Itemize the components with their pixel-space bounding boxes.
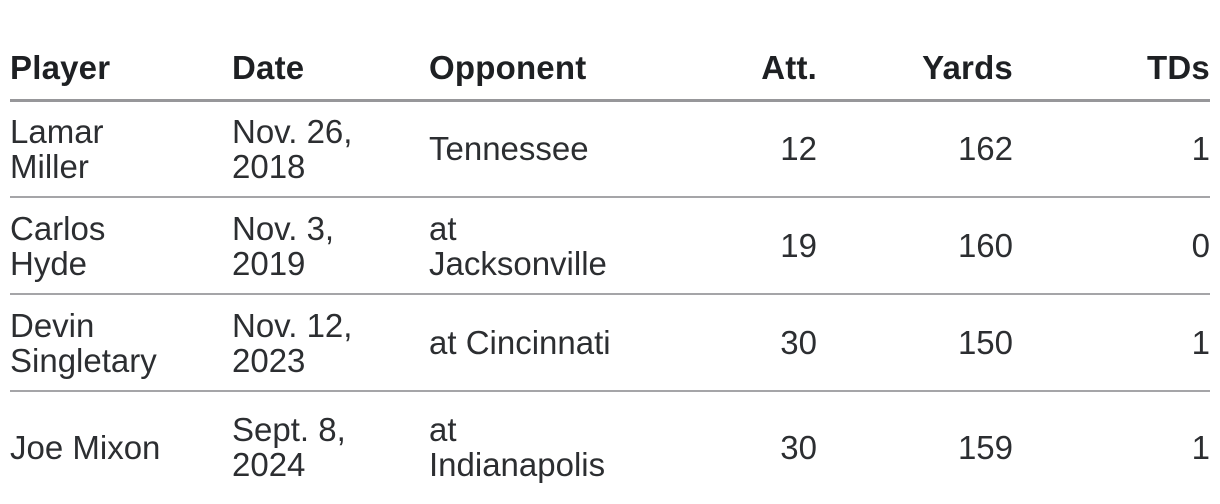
cell-tds: 1 (1191, 130, 1210, 168)
table-row-2: Carlos Hyde Nov. 3, 2019 at Jacksonville… (10, 197, 1210, 294)
cell-opponent: at Indianapolis (429, 411, 606, 483)
cell-player: Carlos Hyde (10, 209, 106, 282)
table-row-4: Joe Mixon Sept. 8, 2024 at Indianapolis … (10, 391, 1210, 502)
cell-tds: 0 (1191, 227, 1210, 264)
cell-player: Joe Mixon (10, 428, 161, 466)
cell-date: Nov. 26, 2018 (232, 112, 353, 185)
col-header-date: Date (232, 0, 429, 102)
cell-date: Nov. 3, 2019 (232, 209, 335, 282)
table-row-3: Devin Singletary Nov. 12, 2023 at Cincin… (10, 294, 1210, 391)
col-header-yards: Yards (817, 0, 1013, 102)
col-header-att: Att. (687, 0, 817, 102)
cell-att: 30 (780, 428, 817, 466)
col-header-opponent: Opponent (429, 0, 687, 102)
cell-yards: 159 (957, 428, 1013, 466)
cell-opponent: at Jacksonville (429, 209, 607, 282)
cell-att: 19 (780, 227, 817, 264)
cell-yards: 160 (957, 227, 1013, 264)
cell-player: Lamar Miller (10, 112, 104, 185)
rushing-stats-table: Player Date Opponent Att. Yards TDs Lama… (10, 0, 1210, 502)
cell-player: Devin Singletary (10, 306, 157, 379)
table-row-1: Lamar Miller Nov. 26, 2018 Tennessee 12 … (10, 100, 1210, 197)
cell-opponent: at Cincinnati (429, 324, 611, 361)
cell-att: 30 (780, 324, 817, 361)
col-header-player: Player (10, 0, 232, 102)
cell-date: Nov. 12, 2023 (232, 306, 353, 379)
cell-att: 12 (780, 130, 817, 168)
cell-yards: 162 (957, 130, 1013, 168)
cell-opponent: Tennessee (429, 130, 589, 168)
cell-date: Sept. 8, 2024 (232, 411, 346, 483)
col-header-tds: TDs (1013, 0, 1210, 102)
cell-tds: 1 (1191, 324, 1210, 361)
header-row: Player Date Opponent Att. Yards TDs (10, 0, 1210, 102)
cell-tds: 1 (1191, 428, 1210, 466)
cell-yards: 150 (957, 324, 1013, 361)
